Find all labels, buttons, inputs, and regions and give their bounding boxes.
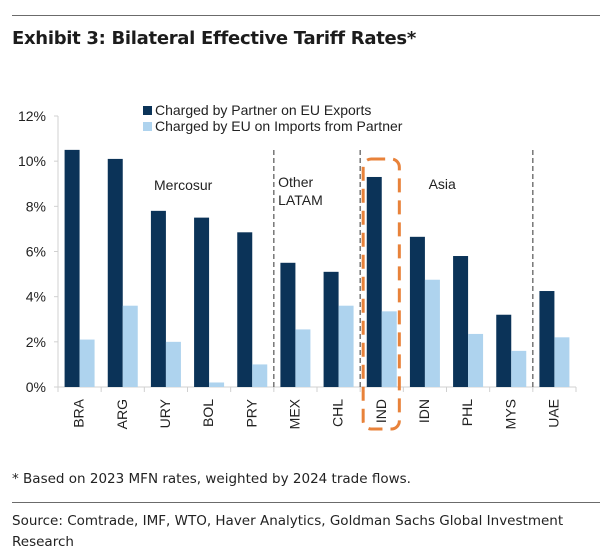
group-label: LATAM	[278, 192, 323, 208]
y-tick-label: 12%	[18, 108, 46, 124]
bar-partner-ind	[366, 176, 382, 387]
x-tick-label: URY	[157, 398, 173, 428]
bar-eu-bra	[79, 339, 95, 387]
legend-label: Charged by EU on Imports from Partner	[155, 118, 403, 134]
bar-partner-arg	[107, 158, 123, 387]
y-tick-label: 6%	[26, 244, 46, 260]
bars	[64, 149, 570, 387]
bar-partner-mys	[496, 314, 512, 387]
bar-partner-idn	[409, 236, 425, 387]
y-tick-label: 8%	[26, 198, 46, 214]
y-tick-label: 4%	[26, 289, 46, 305]
bar-partner-bra	[64, 149, 80, 387]
group-label: Mercosur	[154, 177, 213, 193]
bar-eu-bol	[209, 382, 225, 387]
x-tick-label: BOL	[200, 399, 216, 427]
x-tick-label: PRY	[243, 398, 259, 427]
legend: Charged by Partner on EU ExportsCharged …	[143, 102, 403, 134]
bar-partner-uae	[539, 291, 555, 387]
x-tick-label: CHL	[330, 399, 346, 427]
top-rule	[12, 15, 600, 16]
x-tick-label: MYS	[502, 399, 518, 429]
x-tick-label: BRA	[71, 398, 87, 427]
x-tick-label: IDN	[416, 399, 432, 423]
legend-swatch	[143, 106, 152, 115]
bar-partner-bol	[194, 217, 210, 387]
bar-eu-ind	[381, 311, 397, 387]
bar-partner-ury	[150, 210, 166, 387]
chart-title: Exhibit 3: Bilateral Effective Tariff Ra…	[12, 28, 416, 49]
footnote: * Based on 2023 MFN rates, weighted by 2…	[12, 471, 411, 487]
bar-eu-idn	[424, 279, 440, 387]
legend-swatch	[143, 122, 152, 131]
bar-eu-ury	[165, 341, 181, 387]
y-tick-label: 10%	[18, 153, 46, 169]
group-labels: Mercosur Other LATAM Asia	[154, 174, 456, 208]
bar-eu-mex	[295, 329, 311, 387]
group-label: Asia	[429, 176, 456, 192]
bar-eu-phl	[468, 333, 484, 387]
footer-rule	[12, 502, 600, 503]
x-tick-label: MEX	[286, 398, 302, 429]
bar-eu-chl	[338, 305, 354, 387]
y-tick-label: 2%	[26, 334, 46, 350]
bar-eu-pry	[252, 364, 268, 387]
highlight-box-ind	[361, 157, 401, 431]
bar-partner-mex	[280, 262, 296, 387]
x-tick-label: IND	[373, 399, 389, 423]
x-tick-label: UAE	[545, 399, 561, 428]
x-tick-label: ARG	[114, 399, 130, 429]
source-note: Source: Comtrade, IMF, WTO, Haver Analyt…	[12, 513, 564, 550]
bar-eu-mys	[511, 350, 527, 387]
bar-partner-pry	[237, 232, 253, 387]
legend-label: Charged by Partner on EU Exports	[155, 102, 371, 118]
highlight-box	[361, 157, 401, 431]
bar-partner-phl	[453, 256, 469, 387]
group-label: Other	[278, 174, 313, 190]
bar-eu-uae	[554, 337, 570, 387]
x-axis: BRA ARG URY BOL PRY MEX CHL IND IDN PHL MYS UAE	[57, 386, 577, 429]
y-axis: 0% 2% 4% 6% 8% 10% 12%	[18, 108, 59, 395]
x-tick-label: PHL	[459, 399, 475, 426]
bar-chart: 0% 2% 4% 6% 8% 10% 12% BRA ARG URY BOL PRY MEX CHL IN…	[18, 102, 577, 431]
y-tick-label: 0%	[26, 379, 46, 395]
bar-partner-chl	[323, 271, 339, 387]
bar-eu-arg	[122, 305, 138, 387]
